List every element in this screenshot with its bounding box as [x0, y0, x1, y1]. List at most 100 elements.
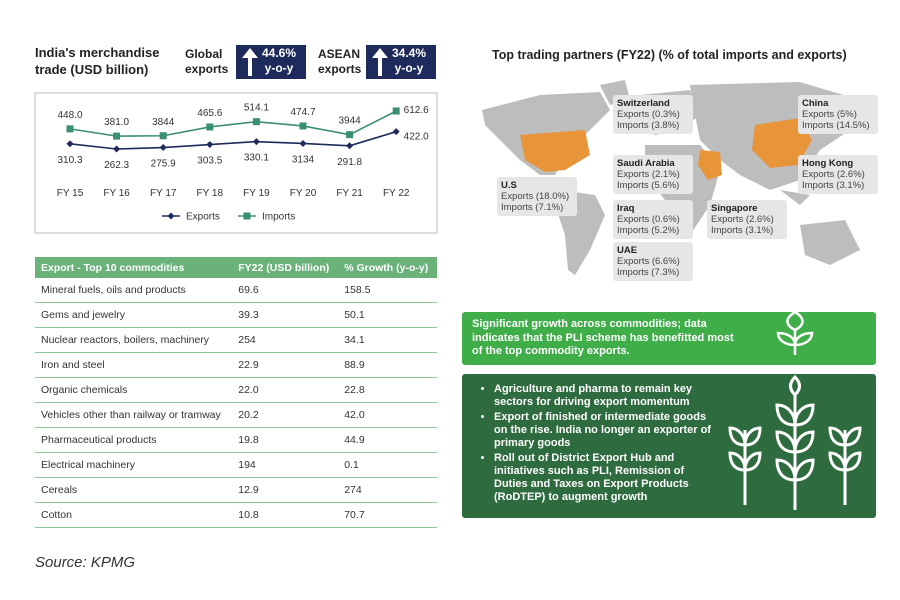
table-cell: 12.9	[232, 477, 339, 503]
table-row: Iron and steel 22.9 88.9	[35, 352, 437, 378]
data-label: 275.9	[151, 159, 176, 170]
asean-badge-text: 34.4% y-o-y	[392, 46, 426, 76]
table-cell: 88.9	[338, 352, 437, 378]
partner-label: China Exports (5%) Imports (14.5%)	[798, 95, 878, 134]
table-cell: Cereals	[35, 477, 233, 503]
legend-label: Exports	[186, 212, 220, 223]
table-cell: Pharmaceutical products	[35, 427, 233, 453]
partner-label: Saudi Arabia Exports (2.1%) Imports (5.6%)	[613, 155, 693, 194]
table-header-row: Export - Top 10 commodities FY22 (USD bil…	[35, 257, 437, 278]
data-label: 3844	[152, 117, 175, 128]
table-header-cell: % Growth (y-o-y)	[338, 257, 437, 278]
table-cell: 20.2	[232, 402, 339, 428]
trade-title: India's merchandise trade (USD billion)	[35, 45, 160, 77]
data-label: 262.3	[104, 160, 129, 171]
x-tick-label: FY 20	[290, 188, 317, 199]
data-label: 310.3	[57, 155, 82, 166]
table-row: Organic chemicals 22.0 22.8	[35, 377, 437, 403]
table-cell: 194	[232, 452, 339, 478]
data-label: 422.0	[404, 132, 429, 143]
table-cell: 274	[338, 477, 437, 503]
partner-imports: Imports (7.3%)	[617, 267, 680, 278]
outlook-box	[462, 374, 876, 518]
partner-imports: Imports (3.1%)	[711, 225, 774, 236]
x-tick-label: FY 18	[197, 188, 224, 199]
marker	[66, 125, 74, 133]
marker	[113, 132, 121, 140]
highlighted-countries	[520, 118, 812, 180]
asean-label: ASEAN exports	[318, 47, 362, 76]
asean-value: 34.4%	[392, 46, 427, 60]
table-row: Cereals 12.9 274	[35, 477, 437, 503]
table-cell: 39.3	[232, 302, 339, 328]
partner-name: China	[802, 98, 829, 109]
data-label: 474.7	[290, 107, 315, 118]
partner-label: UAE Exports (6.6%) Imports (7.3%)	[613, 242, 693, 281]
x-tick-label: FY 19	[243, 188, 270, 199]
outlook-item: Export of finished or intermediate goods…	[494, 411, 718, 450]
table-row: Gems and jewelry 39.3 50.1	[35, 302, 437, 328]
partner-name: UAE	[617, 245, 638, 256]
table-cell: 42.0	[338, 402, 437, 428]
data-label: 612.6	[404, 105, 429, 116]
global-badge-text: 44.6% y-o-y	[262, 46, 296, 76]
table-cell: 22.0	[232, 377, 339, 403]
partner-exports: Exports (2.6%)	[711, 214, 774, 225]
marker	[346, 131, 354, 139]
outlook-item: Roll out of District Export Hub and init…	[494, 452, 718, 504]
partner-exports: Exports (5%)	[802, 109, 857, 120]
table-cell: 10.8	[232, 502, 339, 528]
series-line	[69, 110, 397, 137]
table-row: Pharmaceutical products 19.8 44.9	[35, 427, 437, 453]
table-cell: Gems and jewelry	[35, 302, 233, 328]
partner-name: Switzerland	[617, 98, 670, 109]
marker	[206, 141, 214, 149]
table-row: Vehicles other than railway or tramway 20…	[35, 402, 437, 428]
table-row: Mineral fuels, oils and products 69.6 158.…	[35, 278, 437, 303]
commodity-table: Export - Top 10 commodities FY22 (USD bil…	[35, 257, 437, 528]
x-tick-label: FY 22	[383, 188, 410, 199]
highlight-text: Significant growth across commodities; d…	[472, 318, 734, 357]
partner-label: Hong Kong Exports (2.6%) Imports (3.1%)	[798, 155, 878, 194]
marker	[113, 145, 121, 153]
partner-label: Singapore Exports (2.6%) Imports (3.1%)	[707, 200, 787, 239]
partner-exports: Exports (2.1%)	[617, 169, 680, 180]
partner-label: Switzerland Exports (0.3%) Imports (3.8%)	[613, 95, 693, 134]
highlight-box	[462, 312, 876, 365]
table-cell: 34.1	[338, 327, 437, 353]
marker	[299, 139, 307, 147]
table-cell: Mineral fuels, oils and products	[35, 278, 233, 303]
marker	[206, 123, 214, 131]
outlook-item: Agriculture and pharma to remain key sec…	[494, 383, 718, 409]
marker	[392, 107, 400, 115]
partner-exports: Exports (0.6%)	[617, 214, 680, 225]
table-cell: 22.8	[338, 377, 437, 403]
data-label: 448.0	[57, 110, 82, 121]
chart-frame	[34, 92, 438, 234]
table-cell: Cotton	[35, 502, 233, 528]
table-cell: Iron and steel	[35, 352, 233, 378]
data-label: 381.0	[104, 117, 129, 128]
partner-label: Iraq Exports (0.6%) Imports (5.2%)	[613, 200, 693, 239]
table-row: Electrical machinery 194 0.1	[35, 452, 437, 478]
table-cell: 0.1	[338, 452, 437, 478]
global-unit: y-o-y	[264, 61, 294, 75]
table-cell: Electrical machinery	[35, 452, 233, 478]
legend-marker	[243, 212, 251, 220]
series-line	[69, 130, 397, 150]
partner-imports: Imports (14.5%)	[802, 120, 870, 131]
x-tick-label: FY 16	[103, 188, 130, 199]
outlook-list-wrap: Agriculture and pharma to remain key sec…	[478, 383, 718, 506]
source: Source: KPMG	[35, 554, 136, 571]
arrow-icon	[372, 48, 388, 76]
table-cell: 70.7	[338, 502, 437, 528]
table-cell: Organic chemicals	[35, 377, 233, 403]
global-value: 44.6%	[262, 46, 297, 60]
data-label: 303.5	[197, 156, 222, 167]
data-label: 465.6	[197, 108, 222, 119]
table-cell: 44.9	[338, 427, 437, 453]
partner-name: Hong Kong	[802, 158, 854, 169]
marker	[392, 128, 400, 136]
wheat-icon	[728, 374, 862, 510]
marker	[252, 118, 260, 126]
